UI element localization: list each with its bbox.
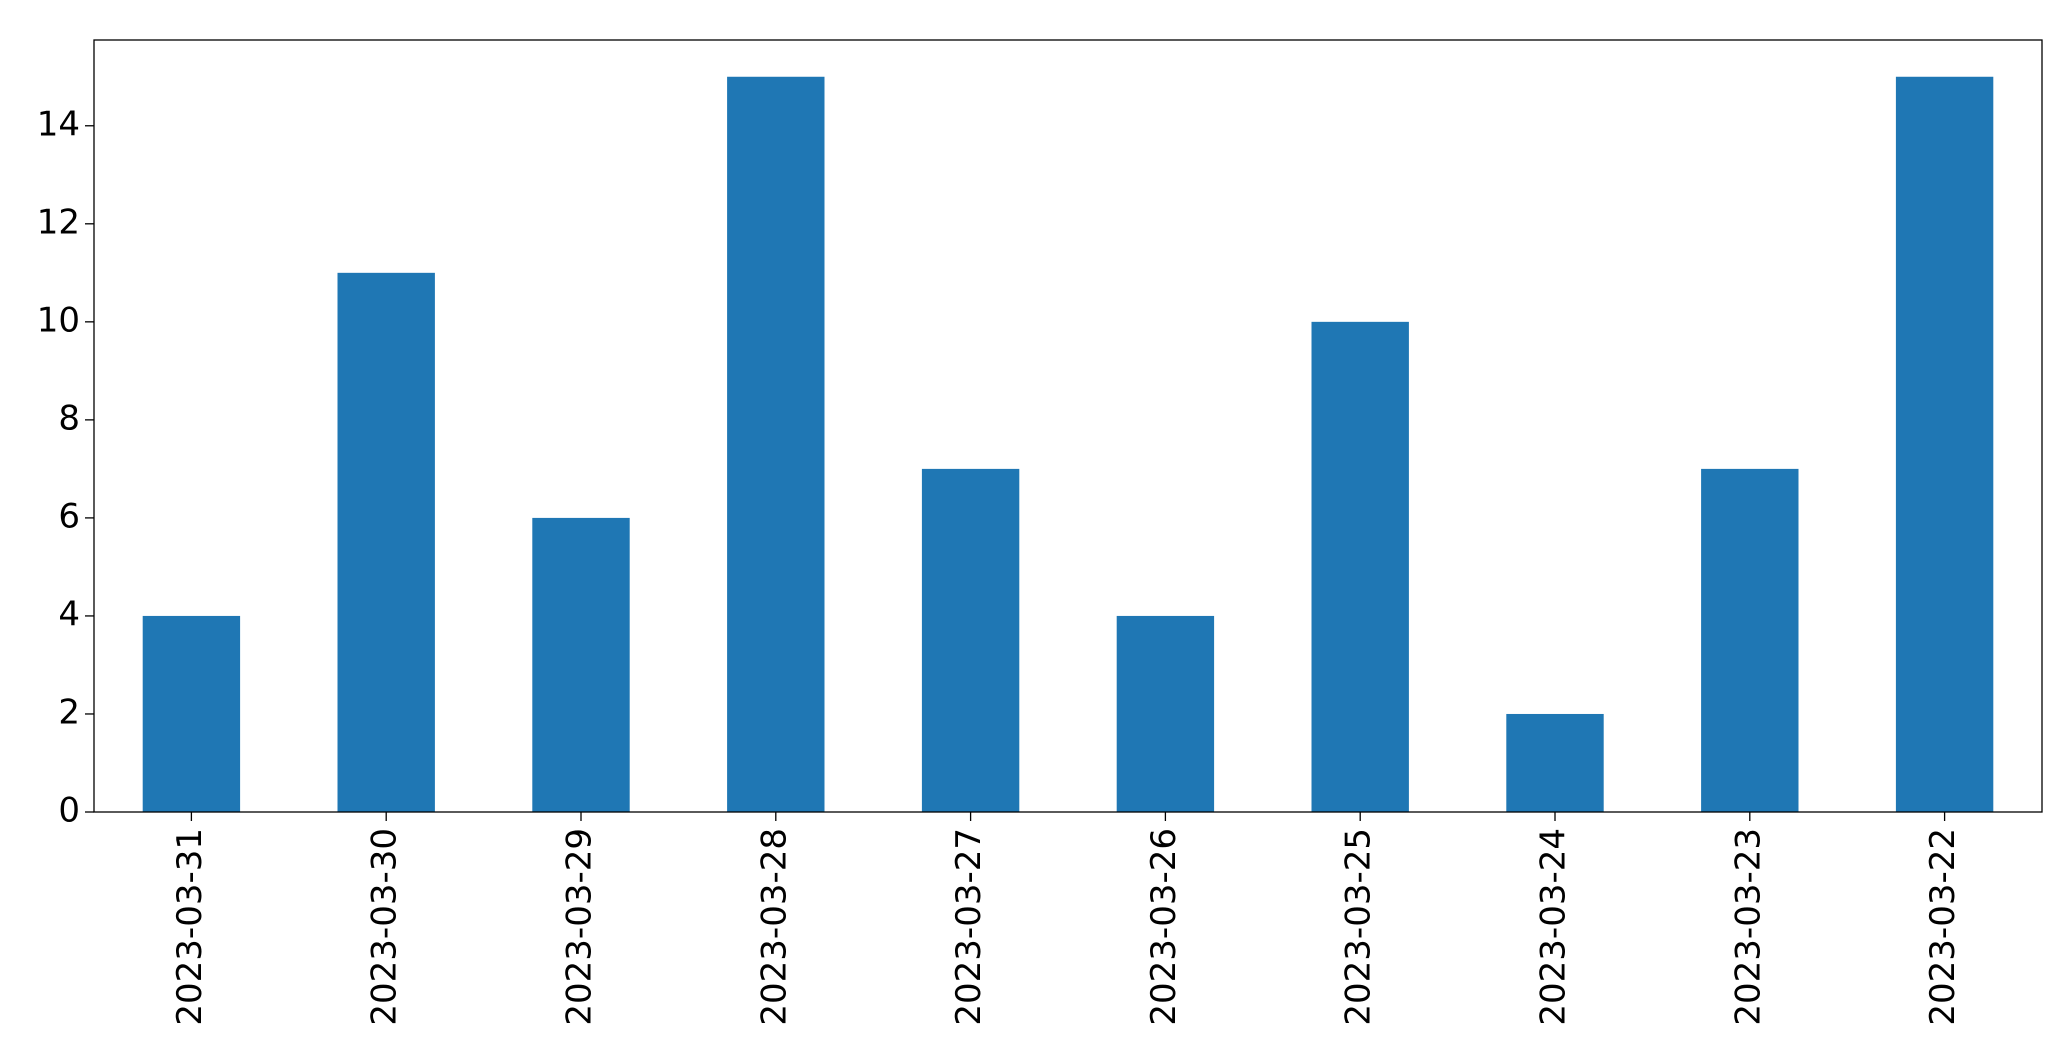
x-tick-label: 2023-03-24 <box>1534 828 1574 1026</box>
x-tick-label: 2023-03-31 <box>170 828 210 1026</box>
y-tick-label: 6 <box>58 496 80 536</box>
x-tick-label: 2023-03-26 <box>1144 828 1184 1026</box>
bar <box>1506 713 1604 812</box>
x-tick-label: 2023-03-29 <box>560 828 600 1026</box>
bar <box>1701 468 1799 812</box>
x-tick-label: 2023-03-23 <box>1728 828 1768 1026</box>
y-tick-label: 10 <box>37 300 80 340</box>
x-tick-label: 2023-03-22 <box>1923 828 1963 1026</box>
x-tick-label: 2023-03-28 <box>754 828 794 1026</box>
y-tick-label: 12 <box>37 202 80 242</box>
y-tick-label: 14 <box>37 104 80 144</box>
x-tick-label: 2023-03-25 <box>1339 828 1379 1026</box>
bar <box>921 468 1020 812</box>
y-tick-label: 8 <box>58 398 80 438</box>
y-tick-label: 2 <box>58 692 80 732</box>
x-tick-label: 2023-03-30 <box>365 828 405 1026</box>
bar <box>532 517 630 812</box>
bar <box>727 76 825 812</box>
bar <box>142 615 241 812</box>
x-tick-label: 2023-03-27 <box>949 828 989 1026</box>
bar <box>1116 615 1215 812</box>
plot-frame <box>93 39 2043 813</box>
y-tick-label: 0 <box>58 791 80 831</box>
bar <box>1311 321 1409 812</box>
bar <box>1895 76 1994 812</box>
y-tick-label: 4 <box>58 594 80 634</box>
bar <box>337 272 435 812</box>
